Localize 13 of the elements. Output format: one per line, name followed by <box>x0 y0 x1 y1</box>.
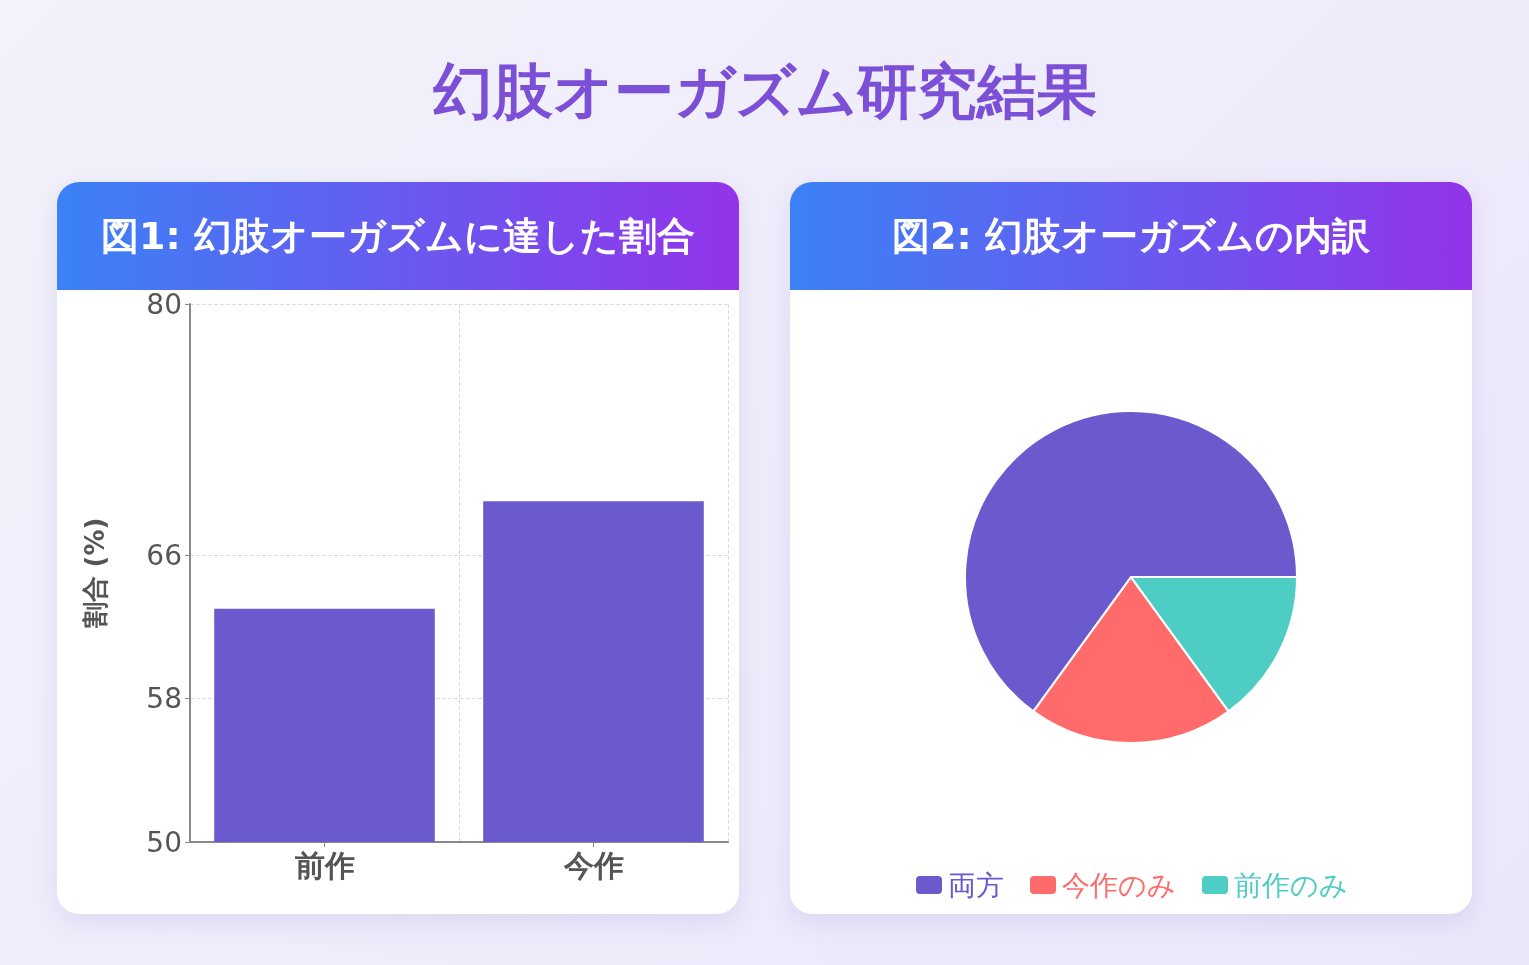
chart-title: 図2: 幻肢オーガズムの内訳 <box>790 182 1472 290</box>
x-tick-label: 今作 <box>562 847 624 883</box>
y-axis-title: 割合 (%) <box>80 517 110 630</box>
y-tick-label: 50 <box>146 825 182 859</box>
y-tick-label: 58 <box>146 682 182 716</box>
x-tick-label: 前作 <box>294 847 355 883</box>
legend-label: 両方 <box>948 868 1004 902</box>
legend-label: 前作のみ <box>1234 868 1348 902</box>
chart-subtitle: 図1: 幻肢オーガズムに達した割合 <box>101 213 695 258</box>
chart-title: 幻肢オーガズム研究結果 <box>431 55 1098 128</box>
y-tick-label: 66 <box>146 538 182 572</box>
y-tick-label: 80 <box>146 287 182 321</box>
legend-label: 今作のみ <box>1062 868 1176 902</box>
